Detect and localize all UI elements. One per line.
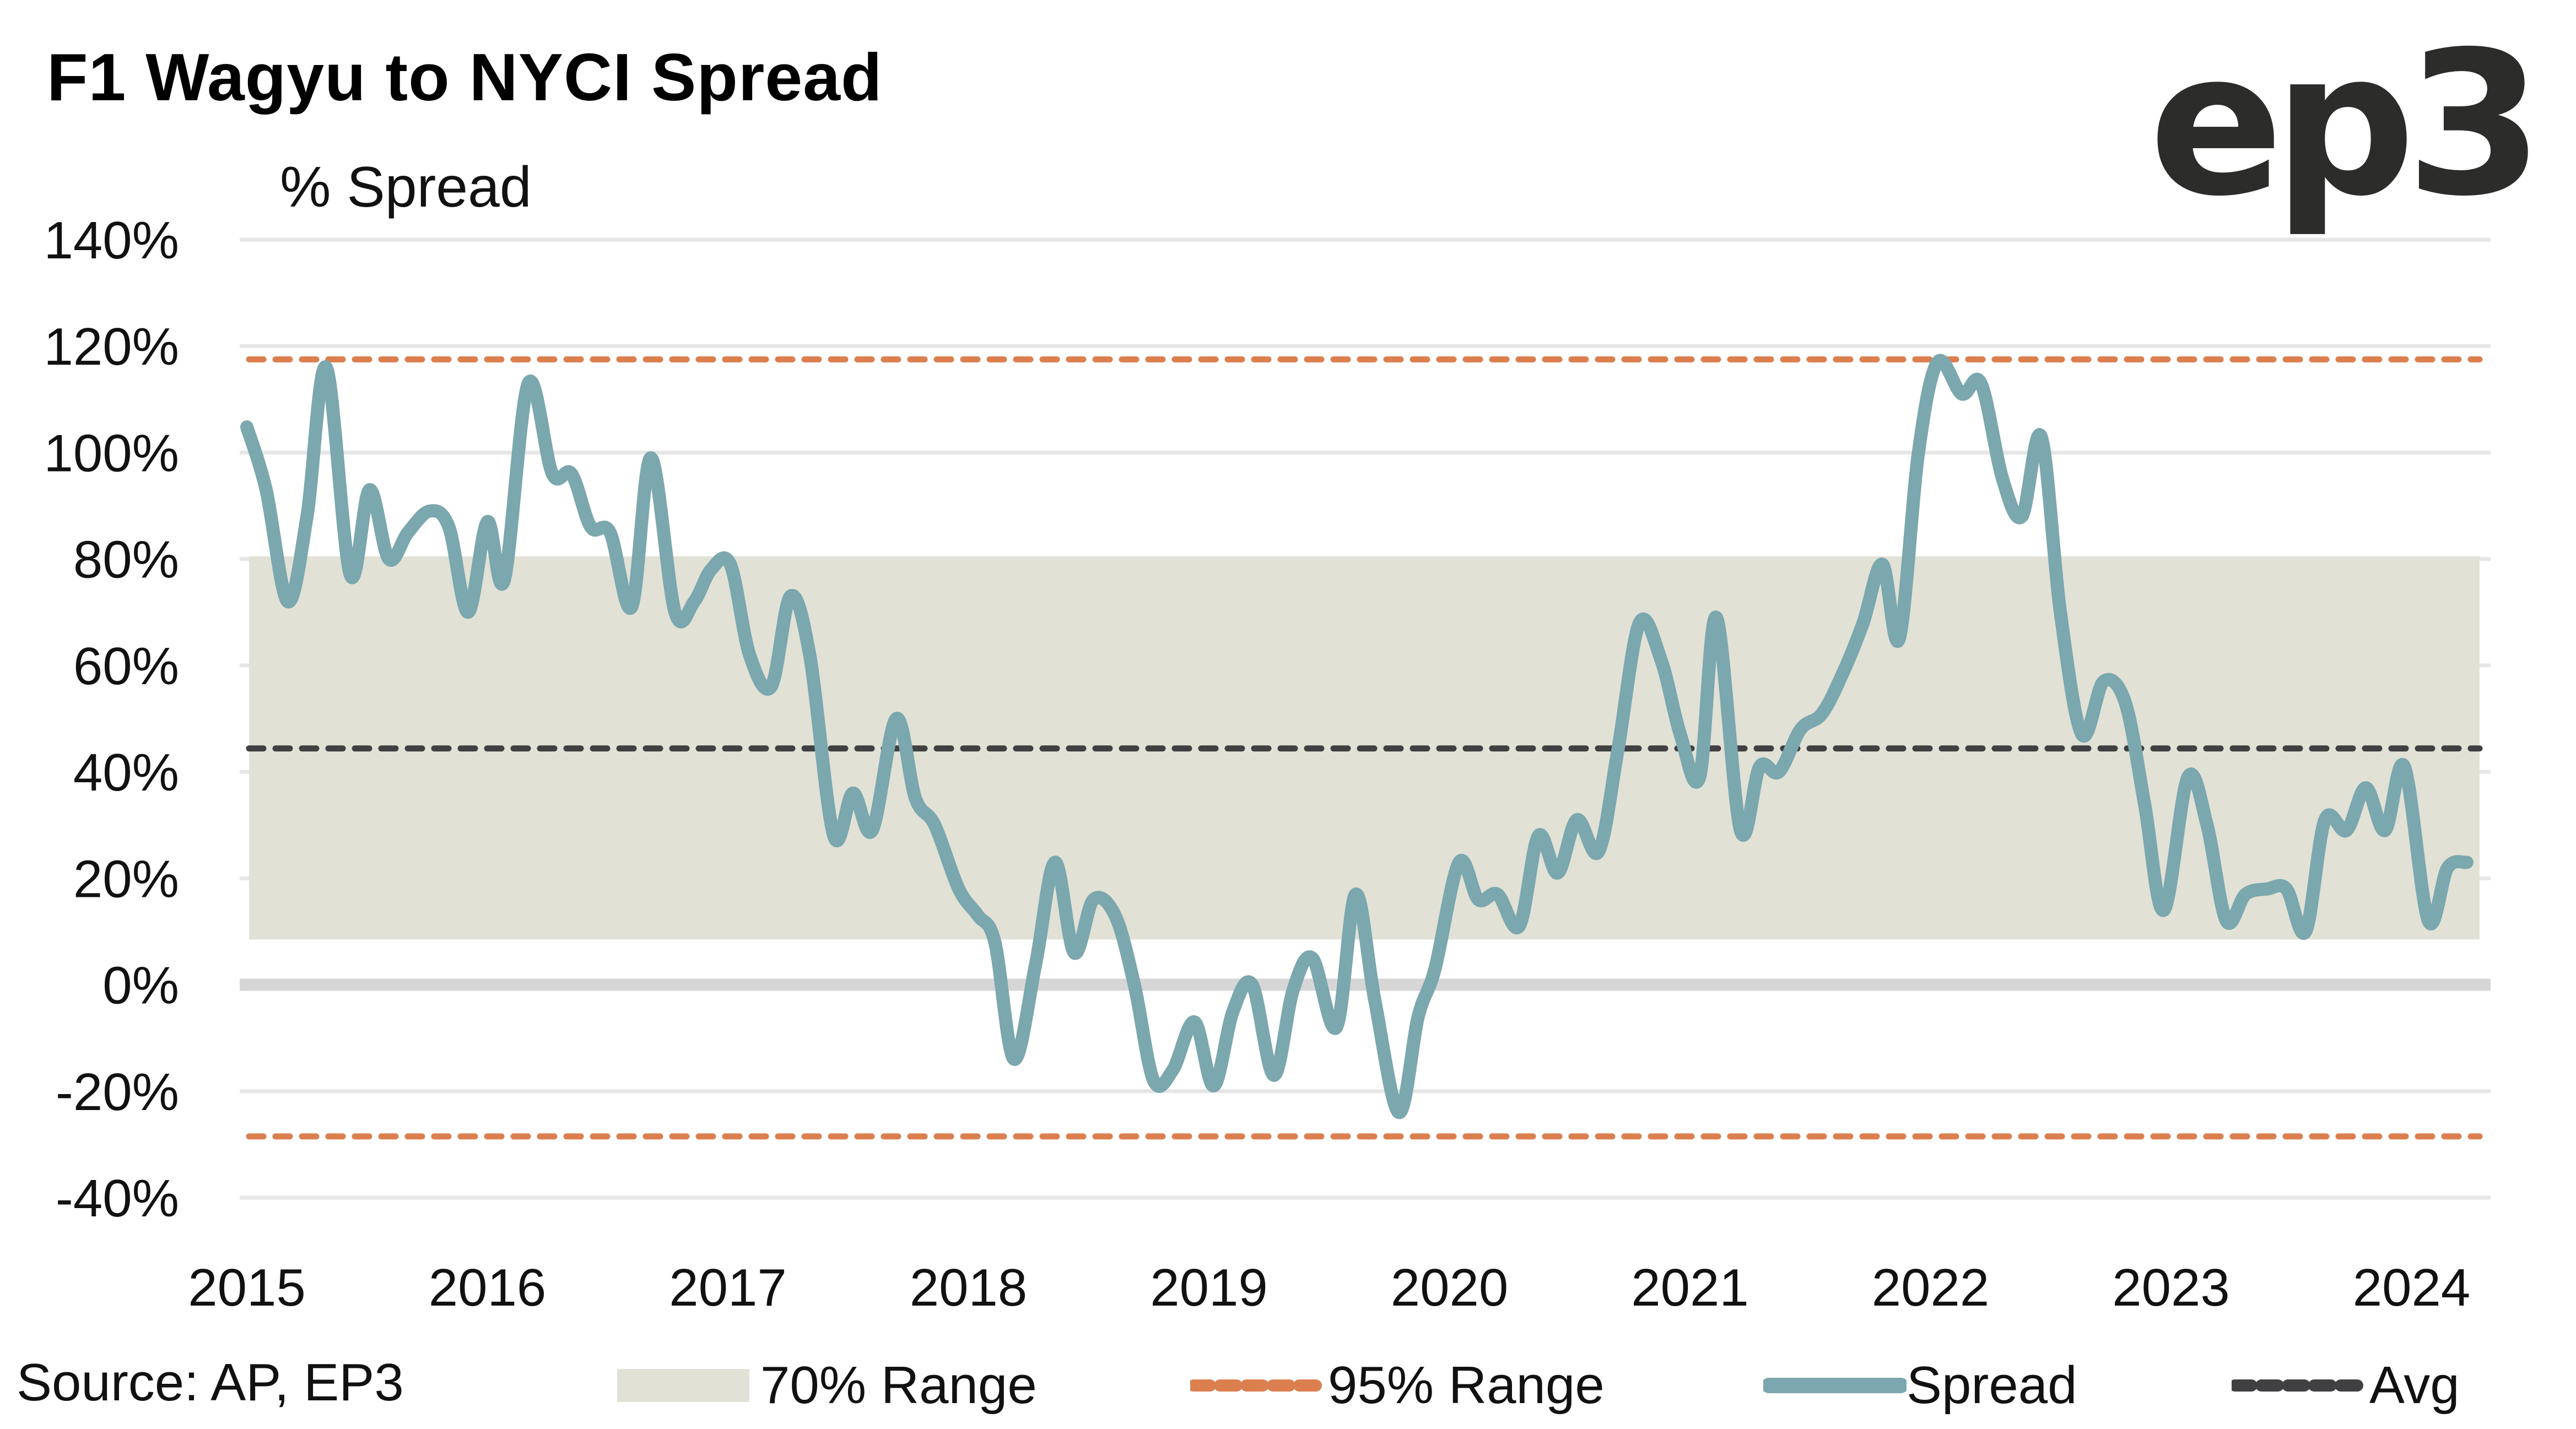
y-tick-label: 0% <box>102 956 179 1015</box>
y-tick-label: 100% <box>44 424 179 483</box>
y-tick-label: 120% <box>44 317 179 376</box>
x-tick-label: 2024 <box>2353 1258 2471 1317</box>
x-tick-label: 2016 <box>429 1258 547 1317</box>
legend-swatch-dashed-dark <box>2232 1379 2369 1392</box>
source-note: Source: AP, EP3 <box>17 1353 404 1412</box>
x-tick-label: 2018 <box>910 1258 1028 1317</box>
legend-label: Spread <box>1907 1356 2077 1415</box>
legend-item-spread: Spread <box>1763 1355 2077 1416</box>
x-tick-label: 2020 <box>1391 1258 1509 1317</box>
legend-swatch-dashed-orange <box>1190 1379 1328 1392</box>
y-tick-label: -20% <box>56 1063 179 1122</box>
y-tick-label: 20% <box>73 849 179 908</box>
x-tick-label: 2015 <box>188 1258 306 1317</box>
legend-item-70-range: 70% Range <box>617 1355 1037 1416</box>
y-axis-unit-label: % Spread <box>280 155 532 219</box>
y-tick-label: 80% <box>73 531 179 589</box>
legend-swatch-solid-teal <box>1763 1378 1907 1393</box>
spread-series-line <box>240 354 2474 1119</box>
legend-item-95-range: 95% Range <box>1190 1355 1605 1416</box>
chart-title: F1 Wagyu to NYCI Spread <box>47 40 883 115</box>
legend-label: Avg <box>2369 1356 2460 1415</box>
x-axis-labels: 2015 2016 2017 2018 2019 2020 2021 2022 2023 2024 <box>188 1258 2470 1317</box>
y-tick-label: -40% <box>56 1169 179 1228</box>
legend-swatch-box <box>617 1369 749 1402</box>
y-tick-label: 140% <box>44 211 179 270</box>
x-tick-label: 2023 <box>2112 1258 2230 1317</box>
logo-text: ep3 <box>2149 11 2534 240</box>
x-tick-label: 2019 <box>1150 1258 1268 1317</box>
y-axis-labels: 140% 120% 100% 80% 60% 40% 20% 0% -20% -40% <box>44 211 179 1228</box>
ep3-logo: ep3 <box>2149 11 2543 240</box>
x-tick-label: 2017 <box>669 1258 787 1317</box>
legend-item-avg: Avg <box>2232 1355 2460 1416</box>
y-tick-label: 60% <box>73 637 179 696</box>
legend-label: 70% Range <box>760 1356 1037 1415</box>
y-tick-label: 40% <box>73 743 179 802</box>
legend-label: 95% Range <box>1328 1356 1605 1415</box>
x-tick-label: 2022 <box>1872 1258 1990 1317</box>
x-tick-label: 2021 <box>1631 1258 1749 1317</box>
